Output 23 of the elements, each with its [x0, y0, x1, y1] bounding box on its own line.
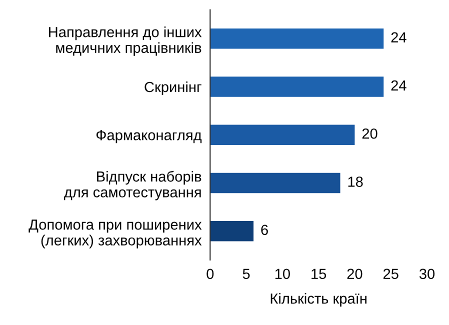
- data-label: 6: [261, 224, 268, 236]
- x-tick-label: 20: [347, 268, 362, 280]
- data-label: 24: [391, 80, 406, 91]
- y-tick-label: Фармаконагляд: [96, 130, 202, 144]
- bar: [210, 76, 384, 97]
- x-tick-label: 10: [275, 268, 290, 280]
- x-tick-label: 0: [206, 268, 214, 280]
- y-tick-label: Скринінг: [144, 81, 202, 96]
- bar: [210, 172, 340, 194]
- x-tick-label: 5: [242, 268, 250, 280]
- data-label: 24: [391, 32, 406, 42]
- x-tick-label: 25: [383, 268, 398, 280]
- bar: [210, 124, 355, 145]
- bar: [210, 28, 384, 49]
- bar: [210, 221, 254, 242]
- data-label: 18: [348, 176, 363, 187]
- y-tick-label: Допомога при поширених (легких) захворюваннях: [28, 220, 202, 248]
- y-tick-label: Відпуск наборів для самотестування: [64, 170, 202, 200]
- x-tick-label: 30: [419, 268, 435, 280]
- y-tick-label: Направлення до інших медичних працівників: [49, 26, 202, 56]
- data-label: 20: [362, 128, 378, 139]
- x-tick-label: 15: [312, 268, 326, 280]
- x-axis-title: Кількість країн: [270, 293, 366, 307]
